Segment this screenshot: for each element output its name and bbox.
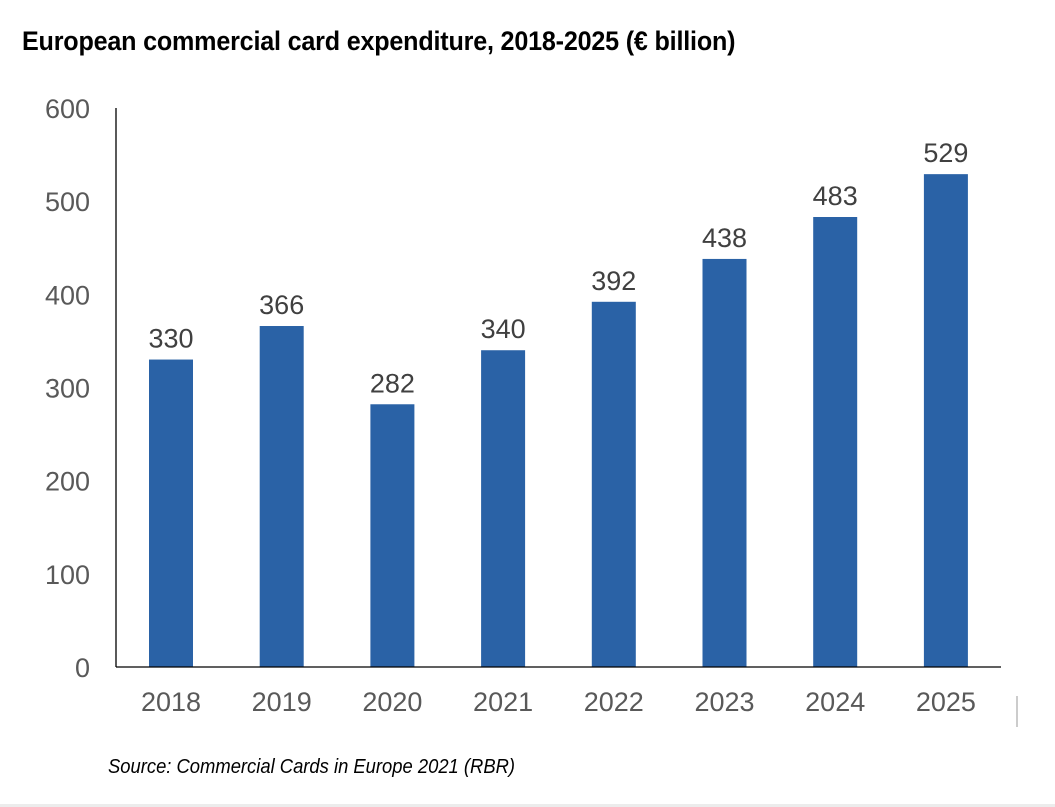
data-label-2025: 529: [923, 138, 968, 168]
y-tick-label: 100: [45, 560, 90, 590]
x-tick-label: 2023: [694, 687, 754, 717]
y-tick-label: 300: [45, 374, 90, 404]
data-label-2019: 366: [259, 290, 304, 320]
y-tick-label: 200: [45, 467, 90, 497]
x-tick-label: 2024: [805, 687, 865, 717]
bottom-divider: [0, 804, 1055, 807]
bar-2024: [813, 217, 858, 667]
x-tick-label: 2022: [584, 687, 644, 717]
bars: [149, 174, 968, 668]
bar-2021: [481, 350, 526, 667]
bar-2025: [923, 174, 968, 668]
data-label-2023: 438: [702, 223, 747, 253]
data-label-2018: 330: [148, 324, 193, 354]
y-tick-label: 600: [45, 94, 90, 124]
bar-2019: [259, 326, 304, 667]
bar-2020: [370, 404, 415, 667]
x-tick-label: 2021: [473, 687, 533, 717]
y-tick-label: 400: [45, 280, 90, 310]
bar-2023: [702, 258, 747, 667]
y-axis-ticks: 0 100 200 300 400 500 600: [45, 94, 90, 683]
chart-title: European commercial card expenditure, 20…: [22, 26, 736, 56]
x-tick-label: 2020: [362, 687, 422, 717]
data-labels: 330 366 282 340 392 438 483 529: [148, 138, 968, 398]
source-note: Source: Commercial Cards in Europe 2021 …: [108, 756, 516, 778]
bar-2022: [591, 301, 636, 667]
x-tick-label: 2018: [141, 687, 201, 717]
bar-2018: [149, 359, 193, 667]
x-tick-label: 2025: [916, 687, 976, 717]
y-tick-label: 500: [45, 187, 90, 217]
data-label-2021: 340: [481, 314, 526, 344]
x-tick-label: 2019: [252, 687, 312, 717]
data-label-2022: 392: [591, 266, 636, 296]
x-axis-ticks: 2018 2019 2020 2021 2022 2023 2024 2025: [141, 687, 976, 717]
data-label-2020: 282: [370, 368, 415, 398]
y-tick-label: 0: [75, 653, 90, 683]
data-label-2024: 483: [813, 181, 858, 211]
